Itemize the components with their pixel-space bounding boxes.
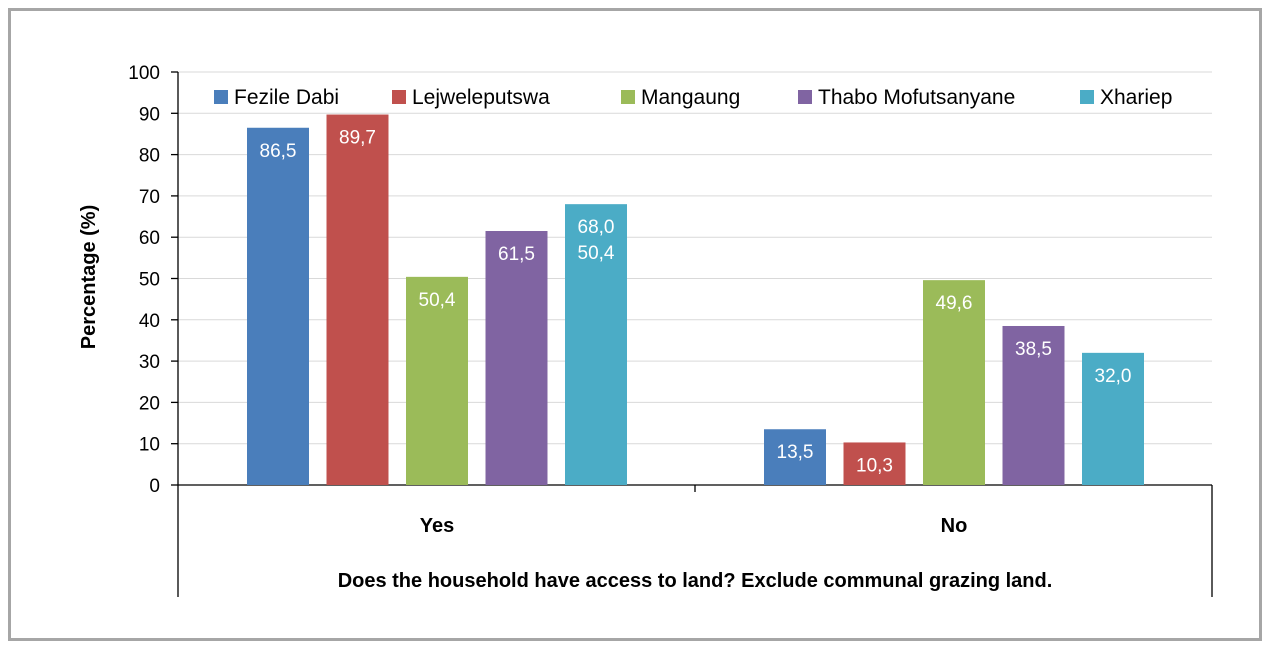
bar [764,429,826,485]
legend-swatch [798,90,812,104]
data-label: 38,5 [1015,339,1052,360]
bar [326,114,389,485]
legend-label: Xhariep [1100,86,1172,109]
legend-swatch [621,90,635,104]
y-tick-label: 70 [139,187,160,208]
y-axis-title: Percentage (%) [78,205,100,350]
category-label: No [941,515,968,537]
axes: 0 10 20 30 40 50 60 70 80 90 100 Yes No [128,63,1213,597]
category-label: Yes [420,515,454,537]
y-tick-label: 10 [139,435,160,456]
y-tick-label: 20 [139,393,160,414]
legend-label: Thabo Mofutsanyane [818,86,1015,109]
data-label: 49,6 [936,293,973,314]
y-tick-label: 100 [128,63,160,84]
y-tick-label: 40 [139,311,160,332]
data-label: 61,5 [498,244,535,265]
bar [247,127,309,485]
data-label: 10,3 [856,455,893,476]
bar [843,442,906,485]
bar [1002,325,1065,485]
legend-swatch [1080,90,1094,104]
y-tick-label: 50 [139,270,160,291]
legend-swatch [392,90,406,104]
legend-label: Lejweleputswa [412,86,550,109]
data-label: 50,4 [419,290,456,311]
y-tick-label: 80 [139,146,160,167]
data-label: 68,0 [578,217,615,238]
data-label: 89,7 [339,128,376,149]
bar [485,231,548,485]
bar [923,280,985,485]
bar [1082,352,1144,485]
data-label: 13,5 [777,442,814,463]
legend-label: Fezile Dabi [234,86,339,109]
legend-swatch [214,90,228,104]
data-label: 86,5 [260,141,297,162]
bar [406,276,468,485]
y-tick-label: 0 [149,476,160,497]
bars [247,114,1144,485]
legend: Fezile Dabi Lejweleputswa Mangaung Thabo Mo… [214,86,1172,109]
y-tick-label: 60 [139,228,160,249]
data-labels: 86,5 89,7 50,4 61,5 68,0 13,5 10,3 49,6 38,5 32,0… [260,128,1132,477]
x-axis-title: Does the household have access to land? … [338,570,1053,592]
legend-label: Mangaung [641,86,740,109]
bar [565,204,627,485]
annotation-label: 50,4 [578,243,615,264]
y-tick-label: 90 [139,104,160,125]
data-label: 32,0 [1095,366,1132,387]
y-tick-label: 30 [139,352,160,373]
